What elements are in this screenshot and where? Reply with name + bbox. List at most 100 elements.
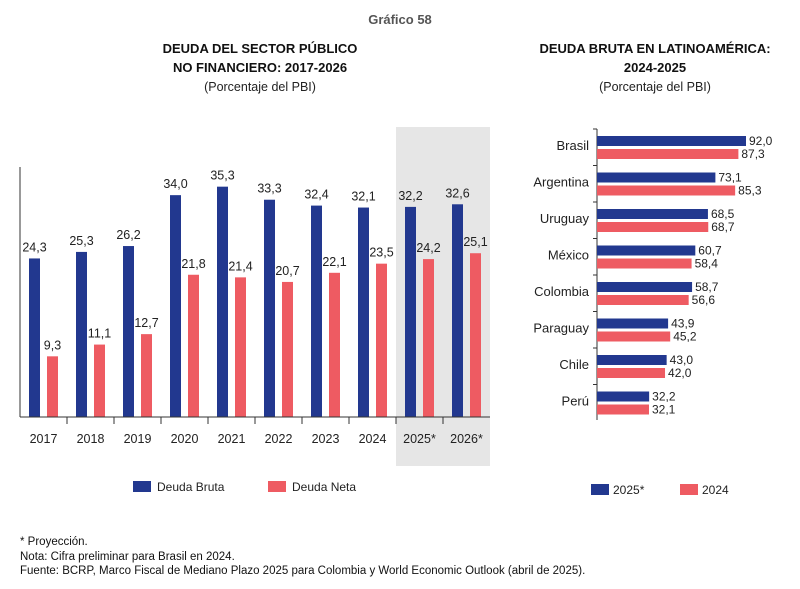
- data-label-2024: 45,2: [673, 330, 697, 344]
- x-tick-label: 2026*: [450, 432, 483, 446]
- bar-deuda-neta: [47, 356, 58, 417]
- legend-label-2025: 2025*: [613, 483, 645, 497]
- bar-deuda-neta: [94, 344, 105, 417]
- category-label: Brasil: [556, 138, 589, 153]
- data-label-deuda-bruta: 25,3: [69, 234, 93, 248]
- bar-2025: [597, 355, 667, 365]
- x-tick-label: 2023: [312, 432, 340, 446]
- data-label-deuda-bruta: 32,1: [351, 190, 375, 204]
- legend-swatch-deuda-neta: [268, 481, 286, 492]
- legend-label-2024: 2024: [702, 483, 729, 497]
- data-label-2024: 58,4: [695, 257, 719, 271]
- bar-deuda-neta: [188, 274, 199, 417]
- bar-2025: [597, 245, 696, 256]
- data-label-deuda-bruta: 32,4: [304, 188, 328, 202]
- legend-label-deuda-neta: Deuda Neta: [292, 480, 356, 494]
- legend-swatch-2025: [591, 484, 609, 495]
- bar-deuda-bruta: [217, 186, 228, 417]
- bar-deuda-bruta: [29, 258, 40, 417]
- legend-swatch-2024: [680, 484, 698, 495]
- bar-2024: [597, 295, 689, 305]
- bar-2024: [597, 185, 736, 196]
- x-tick-label: 2022: [265, 432, 293, 446]
- data-label-deuda-bruta: 24,3: [22, 240, 46, 254]
- bar-2025: [597, 209, 708, 219]
- bar-deuda-bruta: [358, 207, 369, 417]
- bar-2024: [597, 331, 671, 342]
- bar-2024: [597, 368, 666, 378]
- data-label-2025: 68,5: [711, 207, 735, 221]
- data-label-2024: 68,7: [711, 220, 735, 234]
- data-label-deuda-bruta: 33,3: [257, 182, 281, 196]
- bar-2025: [597, 172, 716, 183]
- bar-2025: [597, 318, 669, 329]
- bar-deuda-bruta: [170, 195, 181, 417]
- data-label-2024: 87,3: [741, 147, 765, 161]
- data-label-deuda-bruta: 34,0: [163, 177, 187, 191]
- x-tick-label: 2019: [124, 432, 152, 446]
- bar-2025: [597, 282, 693, 292]
- bar-2024: [597, 258, 692, 269]
- data-label-deuda-neta: 12,7: [134, 316, 158, 330]
- data-label-2025: 58,7: [695, 280, 719, 294]
- category-label: Perú: [562, 394, 589, 409]
- figure-title: Gráfico 58: [368, 12, 432, 27]
- x-tick-label: 2024: [359, 432, 387, 446]
- footnote-projection: * Proyección.: [20, 536, 88, 548]
- data-label-2025: 60,7: [698, 244, 722, 258]
- right-chart: 92,087,3 Brasil 73,185,3 Argentina 68,568,7 U…: [533, 128, 773, 497]
- data-label-deuda-bruta: 35,3: [210, 169, 234, 183]
- data-label-2024: 85,3: [738, 184, 762, 198]
- footnote-nota: Nota: Cifra preliminar para Brasil en 20…: [20, 550, 235, 563]
- bar-deuda-neta: [282, 281, 293, 417]
- data-label-deuda-neta: 11,1: [88, 327, 111, 341]
- data-label-deuda-neta: 22,1: [322, 255, 346, 269]
- data-label-deuda-neta: 9,3: [44, 338, 61, 352]
- right-chart-title-line-1: DEUDA BRUTA EN LATINOAMÉRICA:: [539, 41, 771, 56]
- bar-deuda-neta: [376, 263, 387, 417]
- bar-deuda-bruta: [264, 199, 275, 417]
- right-chart-title-line-2: 2024-2025: [623, 60, 687, 75]
- footnotes: * Proyección. Nota: Cifra preliminar par…: [20, 535, 585, 579]
- left-chart-title: DEUDA DEL SECTOR PÚBLICO NO FINANCIERO: …: [110, 39, 410, 77]
- left-chart-title-line-1: DEUDA DEL SECTOR PÚBLICO: [162, 41, 358, 56]
- right-chart-title: DEUDA BRUTA EN LATINOAMÉRICA: 2024-2025: [505, 39, 800, 77]
- footnote-source: Fuente: BCRP, Marco Fiscal de Mediano Pl…: [20, 565, 586, 577]
- bar-deuda-neta: [141, 334, 152, 417]
- left-chart-title-line-2: NO FINANCIERO: 2017-2026: [172, 60, 348, 75]
- data-label-deuda-neta: 21,8: [181, 257, 205, 271]
- bar-deuda-neta: [235, 277, 246, 417]
- x-tick-label: 2020: [171, 432, 199, 446]
- bar-deuda-bruta: [405, 206, 416, 417]
- bar-deuda-bruta: [76, 251, 87, 417]
- x-tick-label: 2025*: [403, 432, 436, 446]
- category-label: México: [548, 248, 589, 263]
- data-label-2024: 32,1: [652, 403, 676, 417]
- bar-deuda-bruta: [311, 205, 322, 417]
- x-tick-label: 2021: [218, 432, 246, 446]
- category-label: Argentina: [533, 175, 589, 190]
- category-label: Colombia: [534, 284, 590, 299]
- data-label-2025: 92,0: [749, 134, 773, 148]
- bar-deuda-bruta: [123, 246, 134, 417]
- left-chart-subtitle: (Porcentaje del PBI): [204, 80, 316, 94]
- data-label-2024: 42,0: [668, 366, 692, 380]
- bar-2024: [597, 149, 739, 159]
- data-label-2025: 73,1: [718, 171, 742, 185]
- data-label-deuda-neta: 24,2: [416, 241, 440, 255]
- data-label-deuda-bruta: 32,2: [398, 189, 422, 203]
- bar-2025: [597, 136, 746, 146]
- legend-label-deuda-bruta: Deuda Bruta: [157, 480, 225, 494]
- data-label-deuda-neta: 25,1: [463, 235, 487, 249]
- bar-deuda-neta: [329, 272, 340, 417]
- bar-2024: [597, 222, 709, 232]
- data-label-2025: 32,2: [652, 390, 676, 404]
- bar-2025: [597, 391, 650, 402]
- data-label-2024: 56,6: [692, 293, 716, 307]
- data-label-2025: 43,0: [670, 353, 694, 367]
- data-label-deuda-neta: 23,5: [369, 246, 393, 260]
- data-label-deuda-neta: 21,4: [228, 259, 252, 273]
- legend-swatch-deuda-bruta: [133, 481, 151, 492]
- bar-deuda-neta: [423, 259, 434, 417]
- data-label-2025: 43,9: [671, 317, 695, 331]
